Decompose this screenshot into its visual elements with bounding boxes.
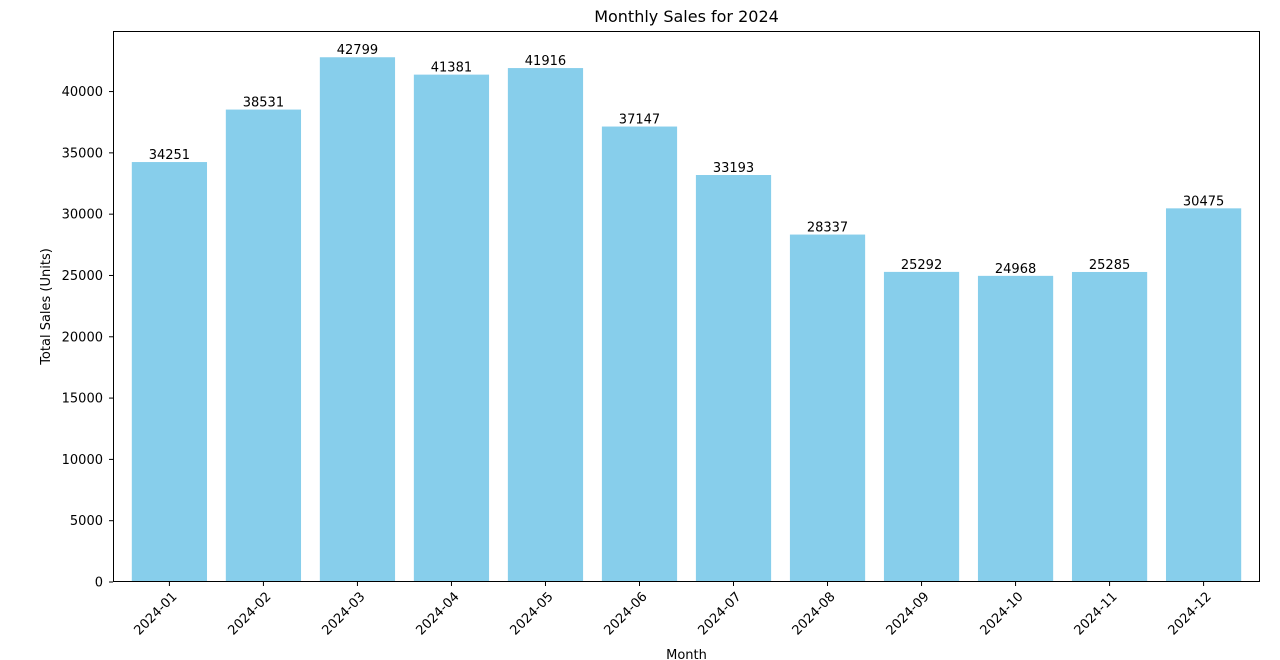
bar-2024-02 [225, 109, 302, 582]
y-tick-label-25000: 25000 [62, 269, 103, 284]
x-tick-label-2024-04: 2024-04 [413, 589, 462, 638]
chart-title: Monthly Sales for 2024 [594, 7, 779, 26]
plot-frame [113, 31, 1260, 582]
data-label-2024-08: 28337 [807, 221, 848, 236]
x-tick-label-2024-11: 2024-11 [1072, 589, 1121, 638]
data-label-2024-01: 34251 [149, 148, 190, 163]
bar-2024-07 [695, 175, 772, 582]
y-tick-label-10000: 10000 [62, 453, 103, 468]
x-tick-label-2024-07: 2024-07 [696, 589, 745, 638]
bar-2024-09 [883, 271, 960, 582]
x-tick-label-2024-02: 2024-02 [225, 589, 274, 638]
bar-2024-01 [131, 162, 208, 582]
bar-2024-11 [1071, 271, 1148, 582]
bar-2024-12 [1165, 208, 1242, 582]
plot-area: 34251 38531 42799 41381 41916 37147 33193 28337… [62, 31, 1260, 638]
data-label-2024-07: 33193 [713, 161, 754, 176]
data-label-2024-11: 25285 [1089, 258, 1130, 273]
x-axis-label: Month [666, 648, 707, 660]
bar-2024-03 [319, 57, 396, 583]
x-tick-label-2024-05: 2024-05 [508, 589, 557, 638]
y-tick-label-40000: 40000 [62, 85, 103, 100]
x-tick-label-2024-12: 2024-12 [1166, 589, 1215, 638]
x-tick-label-2024-08: 2024-08 [790, 589, 839, 638]
data-label-2024-12: 30475 [1183, 194, 1224, 209]
y-axis-label: Total Sales (Units) [39, 248, 54, 366]
x-tick-label-2024-10: 2024-10 [978, 589, 1027, 638]
x-tick-label-2024-09: 2024-09 [884, 589, 933, 638]
bar-2024-06 [601, 126, 678, 583]
y-tick-label-15000: 15000 [62, 392, 103, 407]
data-label-2024-02: 38531 [243, 96, 284, 111]
data-label-2024-04: 41381 [431, 61, 472, 76]
x-tick-label-2024-06: 2024-06 [602, 589, 651, 638]
y-tick-label-0: 0 [95, 576, 103, 591]
x-tick-label-2024-03: 2024-03 [319, 589, 368, 638]
data-label-2024-05: 41916 [525, 54, 566, 69]
data-label-2024-03: 42799 [337, 43, 378, 58]
data-label-2024-10: 24968 [995, 262, 1036, 277]
x-tick-label-2024-01: 2024-01 [131, 589, 180, 638]
data-label-2024-09: 25292 [901, 258, 942, 273]
data-label-2024-06: 37147 [619, 113, 660, 128]
bar-2024-10 [977, 275, 1054, 582]
y-tick-label-30000: 30000 [62, 208, 103, 223]
bar-2024-05 [507, 68, 584, 583]
y-tick-label-5000: 5000 [70, 514, 103, 529]
y-tick-label-35000: 35000 [62, 146, 103, 161]
y-tick-label-20000: 20000 [62, 330, 103, 345]
bar-2024-08 [789, 234, 866, 582]
bar-2024-04 [413, 74, 490, 582]
